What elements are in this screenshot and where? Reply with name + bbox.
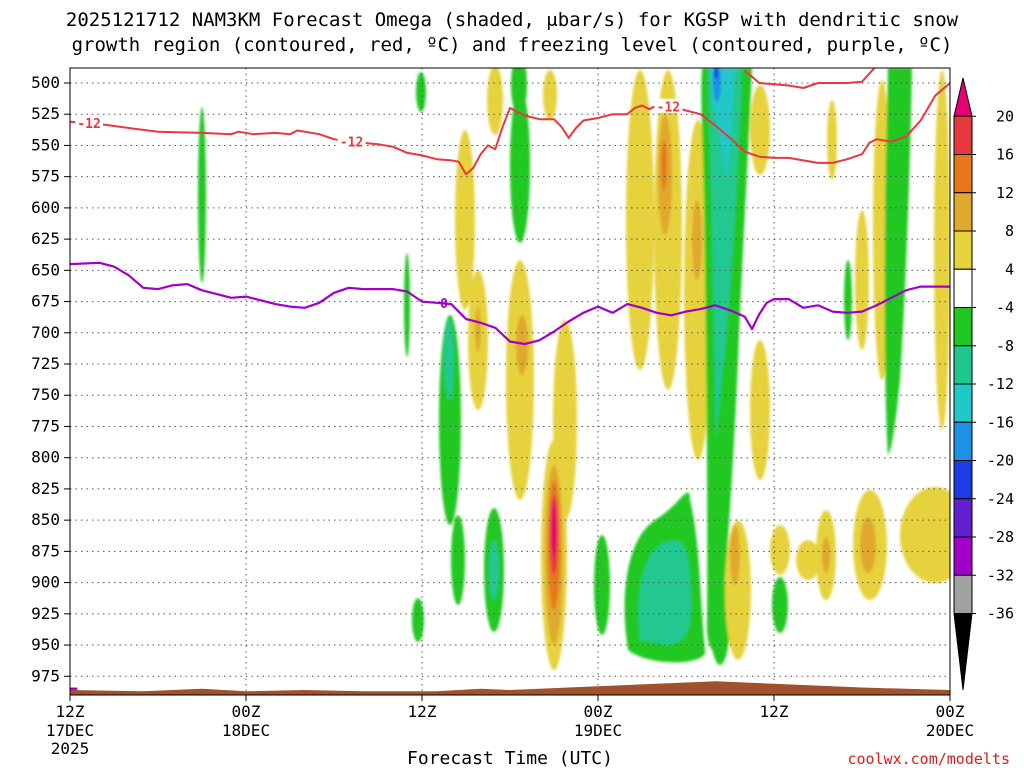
colorbar-swatch-11 bbox=[953, 498, 973, 538]
y-tick-label-925: 925 bbox=[31, 604, 60, 623]
freezing-level-label: 0 bbox=[440, 297, 448, 312]
colorbar-swatch-6 bbox=[953, 307, 973, 347]
colorbar-label--24: -24 bbox=[987, 490, 1014, 508]
contours: -12 -12 -12 0 bbox=[70, 68, 950, 691]
x-tick-label-48-1: 12Z bbox=[760, 702, 789, 721]
x-tick-label-0-1: 12Z bbox=[56, 702, 85, 721]
y-tick-label-600: 600 bbox=[31, 198, 60, 217]
colorbar-label--20: -20 bbox=[987, 452, 1014, 470]
colorbar-label--28: -28 bbox=[987, 528, 1014, 546]
plot-frame bbox=[69, 67, 951, 696]
y-axis-ticks: 500 525 550 575 600 625 650 675 700 725 750 775 800 8… bbox=[31, 73, 70, 685]
colorbar-label-4: 4 bbox=[1005, 260, 1014, 278]
x-tick-label-0-3: 2025 bbox=[51, 739, 90, 758]
x-tick-label-24-1: 12Z bbox=[408, 702, 437, 721]
colorbar-label--12: -12 bbox=[987, 375, 1014, 393]
colorbar-swatch-3 bbox=[953, 192, 973, 232]
title-line-1: 2025121712 NAM3KM Forecast Omega (shaded… bbox=[66, 9, 959, 31]
colorbar-label-8: 8 bbox=[1005, 222, 1014, 240]
dgz-label-3: -12 bbox=[657, 101, 680, 116]
dgz-label-2: -12 bbox=[340, 136, 363, 151]
colorbar-label--36: -36 bbox=[987, 605, 1014, 623]
y-tick-label-500: 500 bbox=[31, 73, 60, 92]
omega-shading bbox=[198, 68, 950, 670]
freezing-level-contour bbox=[70, 261, 950, 346]
y-tick-label-675: 675 bbox=[31, 292, 60, 311]
x-tick-label-60-1: 00Z bbox=[936, 702, 965, 721]
dgz-contour-upper bbox=[70, 82, 950, 176]
colorbar-swatch-12 bbox=[953, 536, 973, 576]
y-tick-label-625: 625 bbox=[31, 229, 60, 248]
surface-terrain bbox=[70, 681, 950, 695]
colorbar-top-arrow bbox=[953, 77, 973, 117]
x-axis-label: Forecast Time (UTC) bbox=[407, 748, 613, 768]
y-tick-label-750: 750 bbox=[31, 385, 60, 404]
colorbar-label-12: 12 bbox=[996, 184, 1014, 202]
dgz-contour-lower bbox=[744, 68, 876, 89]
colorbar-swatch-8 bbox=[953, 383, 973, 423]
colorbar-swatch-13 bbox=[953, 574, 973, 614]
y-tick-label-975: 975 bbox=[31, 666, 60, 685]
x-tick-label-0-2: 17DEC bbox=[46, 721, 94, 740]
y-tick-label-775: 775 bbox=[31, 416, 60, 435]
y-tick-label-800: 800 bbox=[31, 448, 60, 467]
colorbar-bottom-arrow bbox=[953, 613, 973, 691]
colorbar-label--8: -8 bbox=[996, 337, 1014, 355]
x-tick-label-12-2: 18DEC bbox=[222, 721, 270, 740]
dgz-label-1: -12 bbox=[77, 117, 100, 132]
y-tick-label-650: 650 bbox=[31, 260, 60, 279]
colorbar-label-16: 16 bbox=[996, 146, 1014, 164]
colorbar-label-20: 20 bbox=[996, 107, 1014, 125]
y-tick-label-575: 575 bbox=[31, 167, 60, 186]
colorbar: 20 16 12 8 4 -4 -8 -12 -16 -20 -24 -28 -32 -36 bbox=[953, 77, 1014, 691]
x-tick-label-12-1: 00Z bbox=[232, 702, 261, 721]
colorbar-swatch-5 bbox=[953, 268, 973, 308]
y-tick-label-525: 525 bbox=[31, 104, 60, 123]
colorbar-swatch-1 bbox=[953, 115, 973, 155]
x-tick-label-60-2: 20DEC bbox=[926, 721, 974, 740]
y-tick-label-850: 850 bbox=[31, 510, 60, 529]
colorbar-swatch-7 bbox=[953, 345, 973, 385]
colorbar-swatch-9 bbox=[953, 421, 973, 461]
colorbar-swatch-10 bbox=[953, 460, 973, 500]
dgz-label-2-bg bbox=[337, 133, 366, 148]
colorbar-swatch-4 bbox=[953, 230, 973, 270]
y-tick-label-875: 875 bbox=[31, 541, 60, 560]
y-tick-label-950: 950 bbox=[31, 635, 60, 654]
y-tick-label-825: 825 bbox=[31, 479, 60, 498]
plot-area: -12 -12 -12 0 bbox=[70, 68, 950, 695]
dgz-label-3-bg bbox=[654, 98, 683, 113]
x-tick-label-36-1: 00Z bbox=[584, 702, 613, 721]
y-tick-label-900: 900 bbox=[31, 573, 60, 592]
x-tick-label-36-2: 19DEC bbox=[574, 721, 622, 740]
y-tick-label-550: 550 bbox=[31, 135, 60, 154]
colorbar-label--16: -16 bbox=[987, 413, 1014, 431]
title-line-2: growth region (contoured, red, ºC) and f… bbox=[72, 34, 953, 56]
y-tick-label-700: 700 bbox=[31, 323, 60, 342]
colorbar-label--4: -4 bbox=[996, 299, 1014, 317]
dgz-label-1-bg bbox=[75, 114, 104, 129]
y-tick-label-725: 725 bbox=[31, 354, 60, 373]
colorbar-label--32: -32 bbox=[987, 566, 1014, 584]
grid-lines bbox=[70, 68, 950, 695]
colorbar-swatch-2 bbox=[953, 154, 973, 194]
credit-text: coolwx.com/modelts bbox=[847, 750, 1010, 768]
